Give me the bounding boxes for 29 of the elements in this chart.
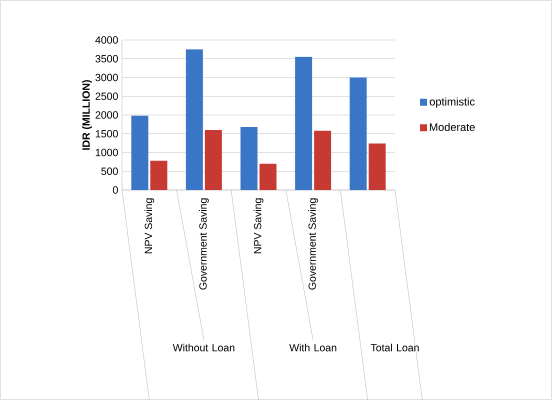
bar [240,127,258,190]
bar [131,116,148,190]
legend-label: Moderate [430,122,475,132]
bar [186,49,203,190]
y-tick-label: 500 [101,168,118,175]
y-tick-label: 1000 [96,148,118,156]
y-tick-label: 1500 [96,130,118,138]
x-tick-label: NPV Saving [254,198,264,254]
bar [204,130,222,190]
bar [150,160,168,190]
y-tick-label: 2500 [96,92,118,100]
bar [368,144,386,190]
y-tick-label: 0 [112,186,118,194]
y-tick-label: 2000 [96,111,118,119]
x-tick-label: Government Saving [199,198,209,290]
legend-label: optimistic [430,98,475,108]
y-tick-label: 4000 [95,36,118,44]
y-axis-title: IDR (MILLION) [82,80,92,150]
bar [314,130,332,190]
text: Without Loan [172,344,234,352]
bar [295,56,312,190]
y-tick-label: 3000 [95,74,118,82]
x-tick-label: NPV Saving [144,198,154,254]
text: Total Loan [370,344,419,352]
bar [350,78,367,190]
x-tick-label: Government Saving [308,198,318,290]
text: With Loan [289,344,336,352]
bar [259,164,276,190]
y-tick-label: 3500 [95,55,118,62]
